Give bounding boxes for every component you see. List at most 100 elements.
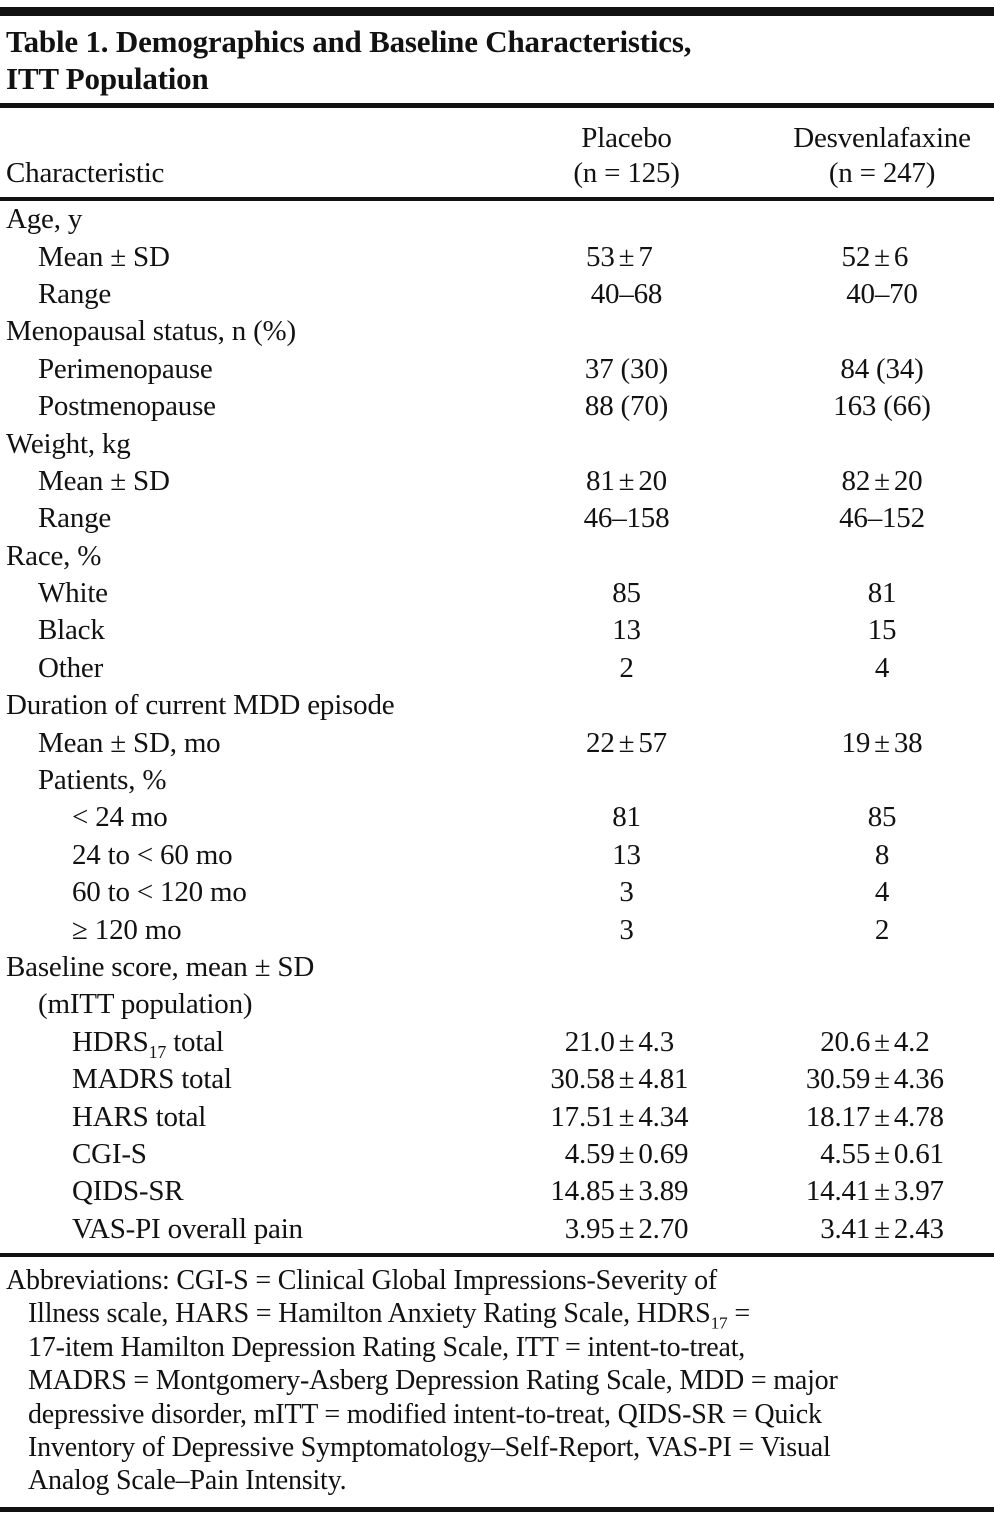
table-row: Duration of current MDD episode [0,687,994,724]
plus-minus-sign: ± [618,1100,635,1133]
plus-minus-sign: ± [618,464,635,497]
characteristic-cell: Weight, kg [6,427,131,460]
value-mean: 22 [586,726,615,759]
value-sd: 4.3 [638,1025,675,1058]
table-body: Age, y Mean ± SD 53 ±7 52 ±6 Range 40–68 40–70 Me… [0,201,994,1248]
value-sd: 20 [638,464,667,497]
table-row: HARS total 17.51 ±4.34 18.17 ±4.78 [0,1098,994,1135]
placebo-value-cell: 13 [612,838,641,871]
table-row: < 24 mo 81 85 [0,799,994,836]
desvenlafaxine-value-cell: 4 [874,651,890,684]
plus-minus-sign: ± [874,1212,890,1245]
bottom-rule [0,1506,994,1512]
table-row: Baseline score, mean ± SD [0,949,994,986]
placebo-value-cell: 3.95 ±2.70 [505,1213,748,1246]
placebo-value-cell: 22 ±57 [505,727,748,760]
value-mean: 4.55 [820,1137,871,1170]
plus-minus-sign: ± [618,1212,635,1245]
value-mean: 3.95 [564,1212,615,1245]
characteristic-cell: White [38,577,108,610]
footnote-line: 17-item Hamilton Depression Rating Scale… [28,1331,746,1363]
table-header-row: Characteristic Placebo (n = 125) Desvenl… [0,108,994,197]
value-mean: 3.41 [820,1212,871,1245]
characteristic-cell: ≥ 120 mo [72,913,182,946]
desvenlafaxine-value-cell: 30.59 ±4.36 [748,1063,994,1096]
characteristic-cell: MADRS total [72,1063,232,1096]
footnote-line: Inventory of Depressive Symptomatology–S… [28,1431,831,1463]
table-row: Black 13 15 [0,612,994,649]
footnote-divider-rule [0,1252,994,1257]
table-row: VAS-PI overall pain 3.95 ±2.70 3.41 ±2.43 [0,1211,994,1248]
desvenlafaxine-value-cell: 19 ±38 [748,727,994,760]
plus-minus-sign: ± [874,464,890,497]
plus-minus-sign: ± [618,1175,635,1208]
value-mean: 17.51 [550,1100,615,1133]
value-mean: 21.0 [564,1025,615,1058]
table-row: 60 to < 120 mo 3 4 [0,874,994,911]
value-mean: 30.59 [805,1063,871,1096]
value-sd: 6 [893,240,909,273]
table-row: Mean ± SD 81 ±20 82 ±20 [0,463,994,500]
desvenlafaxine-value-cell: 2 [874,913,890,946]
value-sd: 38 [893,726,923,759]
footnote-line: MADRS = Montgomery-Asberg Depression Rat… [28,1365,838,1397]
plus-minus-sign: ± [618,240,635,273]
value-sd: 57 [638,726,667,759]
characteristic-cell: Black [38,614,105,647]
characteristic-cell: CGI-S [72,1137,147,1170]
placebo-value-cell: 13 [612,614,641,647]
characteristic-cell: Perimenopause [38,352,213,385]
desvenlafaxine-value-cell: 15 [867,614,897,647]
placebo-value-cell: 30.58 ±4.81 [505,1063,748,1096]
table-row: (mITT population) [0,986,994,1023]
value-sd: 20 [893,464,923,497]
characteristic-cell: 24 to < 60 mo [72,838,233,871]
placebo-value-cell: 2 [619,651,634,684]
table-title-line1: Table 1. Demographics and Baseline Chara… [6,24,692,59]
placebo-value-cell: 4.59 ±0.69 [505,1138,748,1171]
characteristic-cell: Baseline score, mean ± SD [6,951,315,983]
plus-minus-sign: ± [618,1063,635,1096]
table-row: Range 40–68 40–70 [0,276,994,313]
column-header-desvenlafaxine: Desvenlafaxine (n = 247) [748,121,994,191]
placebo-value-cell: 14.85 ±3.89 [505,1175,748,1208]
table-title: Table 1. Demographics and Baseline Chara… [6,23,994,97]
plus-minus-sign: ± [618,1137,635,1170]
value-mean: 82 [841,464,871,497]
table-row: Mean ± SD, mo 22 ±57 19 ±38 [0,724,994,761]
value-sd: 2.43 [893,1212,944,1245]
characteristic-cell: Mean ± SD [38,240,170,273]
desvenlafaxine-value-cell: 20.6 ±4.2 [748,1026,994,1059]
value-mean: 14.41 [805,1175,871,1208]
desvenlafaxine-column-n: (n = 247) [828,157,936,189]
characteristic-cell: Mean ± SD [38,464,170,497]
desvenlafaxine-value-cell: 82 ±20 [748,465,994,498]
subscript: 17 [710,1313,728,1333]
desvenlafaxine-value-cell: 85 [867,801,897,834]
desvenlafaxine-value-cell: 46–152 [839,502,925,535]
column-header-characteristic: Characteristic [6,157,165,189]
footnote-line: Abbreviations: CGI-S = Clinical Global I… [6,1264,718,1296]
table-row: Race, % [0,538,994,575]
value-sd: 4.36 [893,1063,944,1096]
desvenlafaxine-value-cell: 52 ±6 [748,241,994,274]
table-row: Other 2 4 [0,650,994,687]
subscript: 17 [148,1041,167,1062]
desvenlafaxine-value-cell: 4.55 ±0.61 [748,1138,994,1171]
value-mean: 14.85 [550,1175,615,1208]
desvenlafaxine-value-cell: 14.41 ±3.97 [748,1175,994,1208]
value-sd: 2.70 [638,1212,689,1245]
placebo-column-label: Placebo [581,122,672,154]
characteristic-cell: Race, % [6,539,102,572]
characteristic-cell: HARS total [72,1100,207,1133]
characteristic-cell: Mean ± SD, mo [38,726,221,759]
value-mean: 19 [841,726,871,759]
characteristic-cell: VAS-PI overall pain [72,1212,303,1245]
placebo-value-cell: 88 (70) [584,390,669,423]
placebo-value-cell: 81 ±20 [505,465,748,498]
value-sd: 0.69 [638,1137,689,1170]
characteristic-cell: Patients, % [38,764,167,797]
characteristic-cell: 60 to < 120 mo [72,876,247,909]
characteristic-cell: Postmenopause [38,390,216,423]
plus-minus-sign: ± [874,1063,890,1096]
